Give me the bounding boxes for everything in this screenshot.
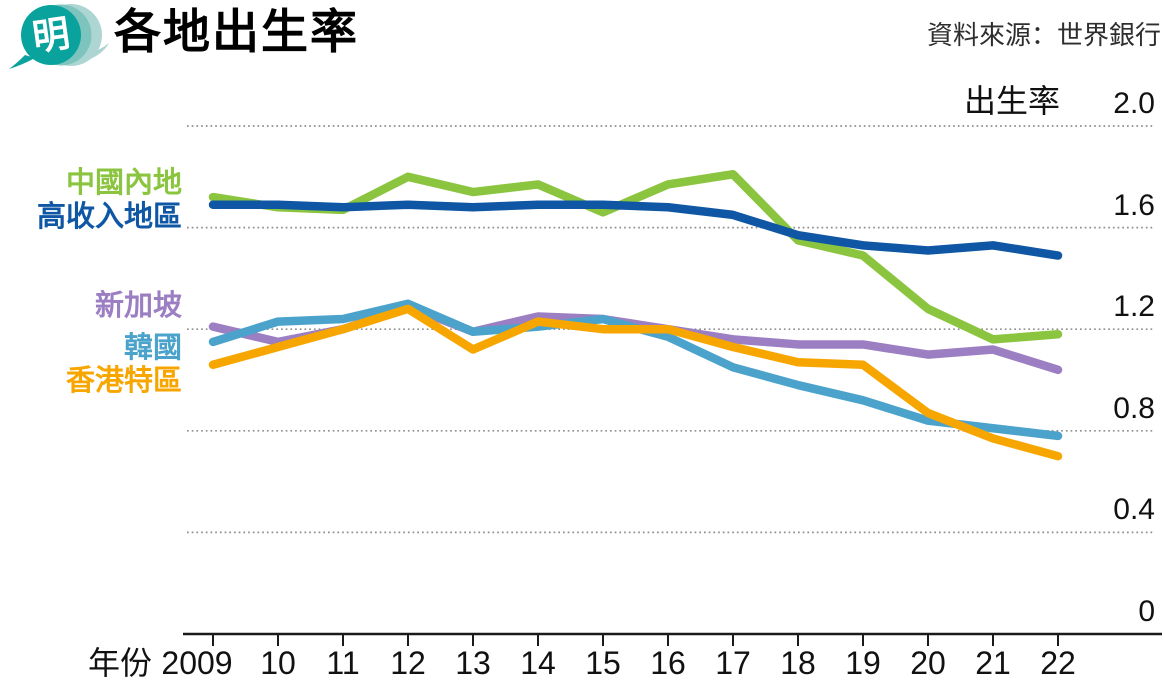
logo-ball xyxy=(21,5,81,65)
mingpao-logo: 明 xyxy=(9,4,109,69)
series-line-hong-kong-sar xyxy=(208,304,1063,461)
logo-tail xyxy=(9,55,35,69)
page-title: 各地出生率 xyxy=(114,5,359,58)
logo-character: 明 xyxy=(30,14,72,60)
series-line-high-income-regions xyxy=(208,200,1063,260)
data-source-label: 資料來源：世界銀行 xyxy=(926,20,1161,50)
logo-light-tail xyxy=(84,43,109,60)
series-line-china-mainland xyxy=(208,170,1063,344)
